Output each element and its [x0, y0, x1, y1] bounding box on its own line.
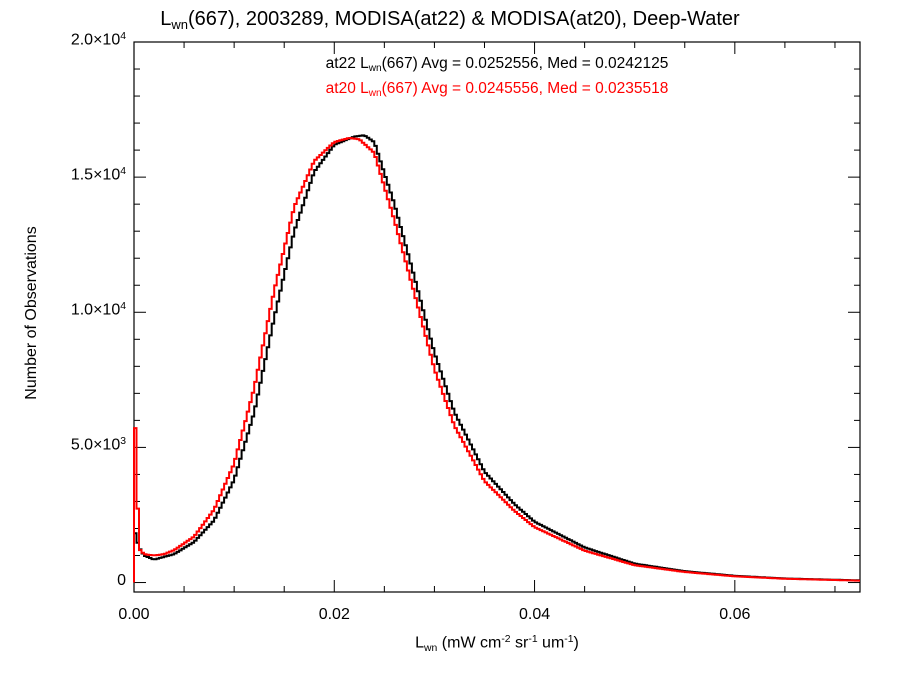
histogram-series-at20 [133, 137, 860, 583]
y-tick-label: 0 [117, 571, 126, 589]
x-tick-label: 0.04 [518, 606, 551, 623]
y-tick-label: 2.0×104 [70, 31, 126, 49]
y-tick-label: 1.5×104 [70, 166, 126, 184]
chart-title: Lwn(667), 2003289, MODISA(at22) & MODISA… [160, 8, 740, 32]
x-axis-label: Lwn (mW cm-2 sr-1 um-1) [415, 634, 579, 654]
histogram-series-at22 [133, 134, 860, 583]
x-tick-label: 0.02 [318, 606, 350, 623]
series-layer [133, 134, 860, 583]
y-axis-label: Number of Observations [23, 226, 40, 400]
stats-at22: at22 Lwn(667) Avg = 0.0252556, Med = 0.0… [325, 55, 669, 75]
x-tick-label: 0.00 [118, 606, 150, 623]
axis-ticks [133, 41, 860, 592]
x-tick-label: 0.06 [719, 606, 751, 623]
stats-at20: at20 Lwn(667) Avg = 0.0245556, Med = 0.0… [325, 80, 669, 100]
plot-frame [133, 41, 861, 593]
y-tick-label: 5.0×103 [70, 436, 126, 455]
y-tick-label: 1.0×104 [70, 301, 126, 319]
